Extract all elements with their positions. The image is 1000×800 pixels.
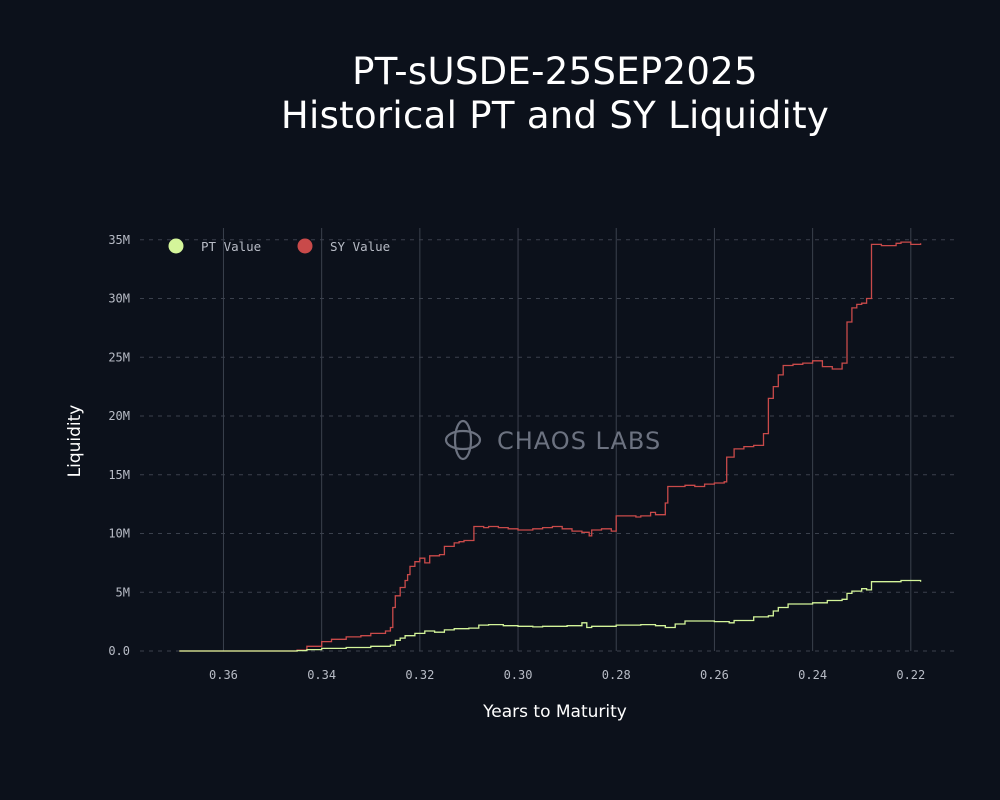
x-tick-label: 0.32 bbox=[405, 668, 434, 682]
y-tick-label: 5M bbox=[116, 585, 130, 599]
legend-label: SY Value bbox=[330, 239, 390, 254]
y-tick-label: 20M bbox=[108, 409, 130, 423]
watermark: CHAOS LABS bbox=[444, 419, 661, 461]
x-tick-label: 0.22 bbox=[896, 668, 925, 682]
x-tick-label: 0.36 bbox=[209, 668, 238, 682]
y-tick-label: 30M bbox=[108, 292, 130, 306]
legend-item: SY Value bbox=[297, 238, 390, 254]
legend-marker bbox=[168, 238, 184, 254]
series-line-pt-value bbox=[179, 579, 922, 652]
series-line-sy-value bbox=[179, 241, 922, 652]
x-tick-label: 0.30 bbox=[504, 668, 533, 682]
legend-label: PT Value bbox=[201, 239, 261, 254]
x-tick-label: 0.34 bbox=[307, 668, 336, 682]
series-layer bbox=[179, 241, 922, 652]
y-tick-label: 35M bbox=[108, 233, 130, 247]
y-axis-title: Liquidity bbox=[65, 405, 85, 478]
x-tick-label: 0.24 bbox=[798, 668, 827, 682]
x-axis-title: Years to Maturity bbox=[482, 702, 627, 722]
x-tick-label: 0.28 bbox=[602, 668, 631, 682]
legend: PT Value SY Value bbox=[168, 238, 390, 254]
y-tick-label: 0.0 bbox=[108, 644, 130, 658]
chart-subtitle: Historical PT and SY Liquidity bbox=[280, 94, 830, 137]
legend-item: PT Value bbox=[168, 238, 261, 254]
x-tick-label: 0.26 bbox=[700, 668, 729, 682]
y-tick-label: 25M bbox=[108, 350, 130, 364]
watermark-text: CHAOS LABS bbox=[497, 427, 661, 455]
legend-marker bbox=[297, 238, 313, 254]
chart-title: PT-sUSDE-25SEP2025 bbox=[352, 50, 758, 93]
tick-layer: 0.36 0.34 0.32 0.30 0.28 0.26 0.24 0.22 0.0 5M 10M… bbox=[108, 233, 925, 682]
y-tick-label: 15M bbox=[108, 468, 130, 482]
chaos-labs-logo-icon bbox=[444, 419, 482, 461]
y-tick-label: 10M bbox=[108, 527, 130, 541]
